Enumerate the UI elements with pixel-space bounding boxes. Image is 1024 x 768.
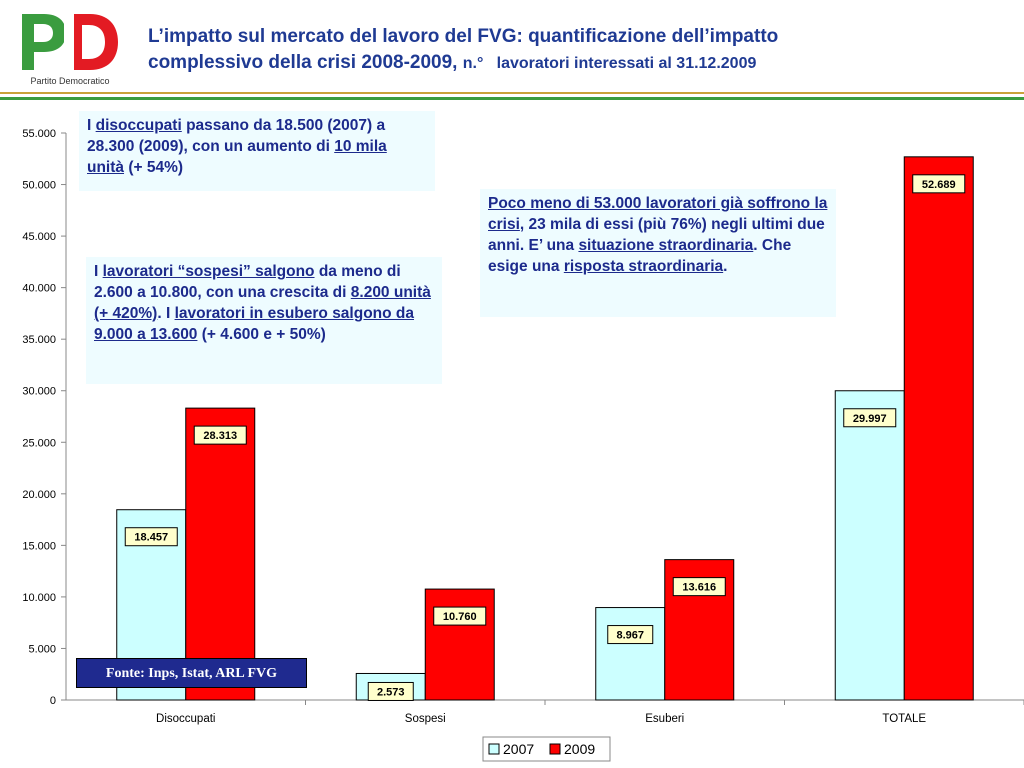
y-tick-label: 20.000 (22, 489, 56, 501)
bar-2009-sospesi (424, 588, 495, 701)
title-line-2: complessivo della crisi 2008-2009, n.° l… (148, 50, 948, 77)
y-tick-label: 0 (50, 695, 56, 707)
data-label-box (193, 425, 247, 445)
y-tick-label: 5.000 (28, 643, 56, 655)
note-disoccupati: I disoccupati passano da 18.500 (2007) a… (79, 111, 435, 191)
note-underlined: risposta straordinaria (563, 258, 724, 275)
logo-text: Partito Democratico (30, 76, 109, 86)
label-layer: 18.457 28.313 2.573 10.760 8.967 13.616 29.997… (124, 174, 966, 701)
data-label: 29.997 (853, 413, 887, 425)
data-label: 10.760 (443, 611, 477, 623)
note-sospesi-esuberi: I lavoratori “sospesi” salgono da meno d… (86, 257, 442, 384)
title-line-1: L’impatto sul mercato del lavoro del FVG… (148, 26, 779, 47)
legend-label-2009: 2009 (564, 741, 595, 757)
note-text: I (87, 117, 96, 134)
title-line-2-small: n.° (462, 55, 484, 72)
bar-chart: 0 5.000 10.000 15.000 20.000 25.000 30.000 35.0… (22, 128, 1024, 762)
note-text: . I (157, 305, 175, 322)
note-text: da meno di 2.600 a 10.800, con una cresc… (94, 263, 401, 301)
legend-box (482, 736, 611, 762)
source-label: Fonte: Inps, Istat, ARL FVG (76, 658, 307, 688)
data-label-box (367, 681, 414, 701)
y-tick-label: 10.000 (22, 592, 56, 604)
note-totale: Poco meno di 53.000 lavoratori già soffr… (480, 189, 836, 317)
bar-2009-disoccupati (185, 407, 256, 701)
x-category-label: Disoccupati (156, 713, 215, 725)
y-tick-label: 40.000 (22, 283, 56, 295)
y-tick-label: 55.000 (22, 128, 56, 140)
note-underlined: disoccupati (95, 117, 182, 134)
y-tick-label: 50.000 (22, 180, 56, 192)
note-underlined: lavoratori in esubero salgono da 9.000 a… (94, 305, 415, 343)
bar-2009-totale (903, 156, 974, 701)
axis-layer: 0 5.000 10.000 15.000 20.000 25.000 30.000 35.0… (22, 128, 1024, 725)
y-tick-label: 45.000 (22, 231, 56, 243)
note-underlined: Poco meno di 53.000 lavoratori già soffr… (488, 195, 828, 233)
note-text: . (723, 258, 728, 275)
y-tick-label: 35.000 (22, 334, 56, 346)
note-text: passano da 18.500 (2007) a 28.300 (2009)… (87, 117, 386, 155)
legend-swatch-2009 (549, 743, 561, 755)
bar-2007-esuberi (595, 607, 666, 701)
data-label: 13.616 (682, 582, 716, 594)
note-text: . Che esige una (488, 237, 792, 275)
note-text: (+ 54%) (124, 159, 184, 176)
note-text: , 23 mila di essi (più 76%) negli ultimi… (488, 216, 825, 254)
x-category-label: TOTALE (882, 713, 926, 725)
note-underlined: 10 mila unità (87, 138, 387, 176)
data-label-box (607, 625, 654, 645)
x-category-label: Esuberi (645, 713, 684, 725)
title-line-2-main: complessivo della crisi 2008-2009, (148, 52, 458, 73)
y-tick-label: 25.000 (22, 437, 56, 449)
data-label-box (912, 174, 966, 194)
header-rule-green (0, 97, 1024, 100)
y-tick-label: 30.000 (22, 386, 56, 398)
legend-swatch-2007 (488, 743, 500, 755)
data-label-box (433, 606, 487, 626)
data-label: 18.457 (134, 532, 168, 544)
note-underlined: situazione straordinaria (578, 237, 754, 254)
data-label: 2.573 (377, 686, 405, 698)
data-label-box (843, 408, 897, 428)
partito-democratico-logo: Partito Democratico (22, 14, 118, 86)
note-underlined: lavoratori “sospesi” salgono (102, 263, 315, 280)
title-line-2-tail: lavoratori interessati al 31.12.2009 (496, 55, 757, 72)
y-tick-label: 15.000 (22, 540, 56, 552)
note-text: (+ 4.600 e + 50%) (197, 326, 326, 343)
legend: 2007 2009 (482, 736, 611, 762)
data-label-box (124, 527, 178, 547)
page-title: L’impatto sul mercato del lavoro del FVG… (148, 24, 948, 77)
legend-label-2007: 2007 (503, 741, 534, 757)
data-label: 52.689 (922, 179, 956, 191)
data-label: 8.967 (616, 630, 644, 642)
note-text: I (94, 263, 103, 280)
header-rule-gold (0, 92, 1024, 94)
data-label: 28.313 (203, 430, 237, 442)
x-category-label: Sospesi (405, 713, 446, 725)
data-label-box (672, 577, 726, 597)
note-underlined: 8.200 unità (+ 420%) (94, 284, 431, 322)
bar-2007-totale (834, 390, 905, 701)
